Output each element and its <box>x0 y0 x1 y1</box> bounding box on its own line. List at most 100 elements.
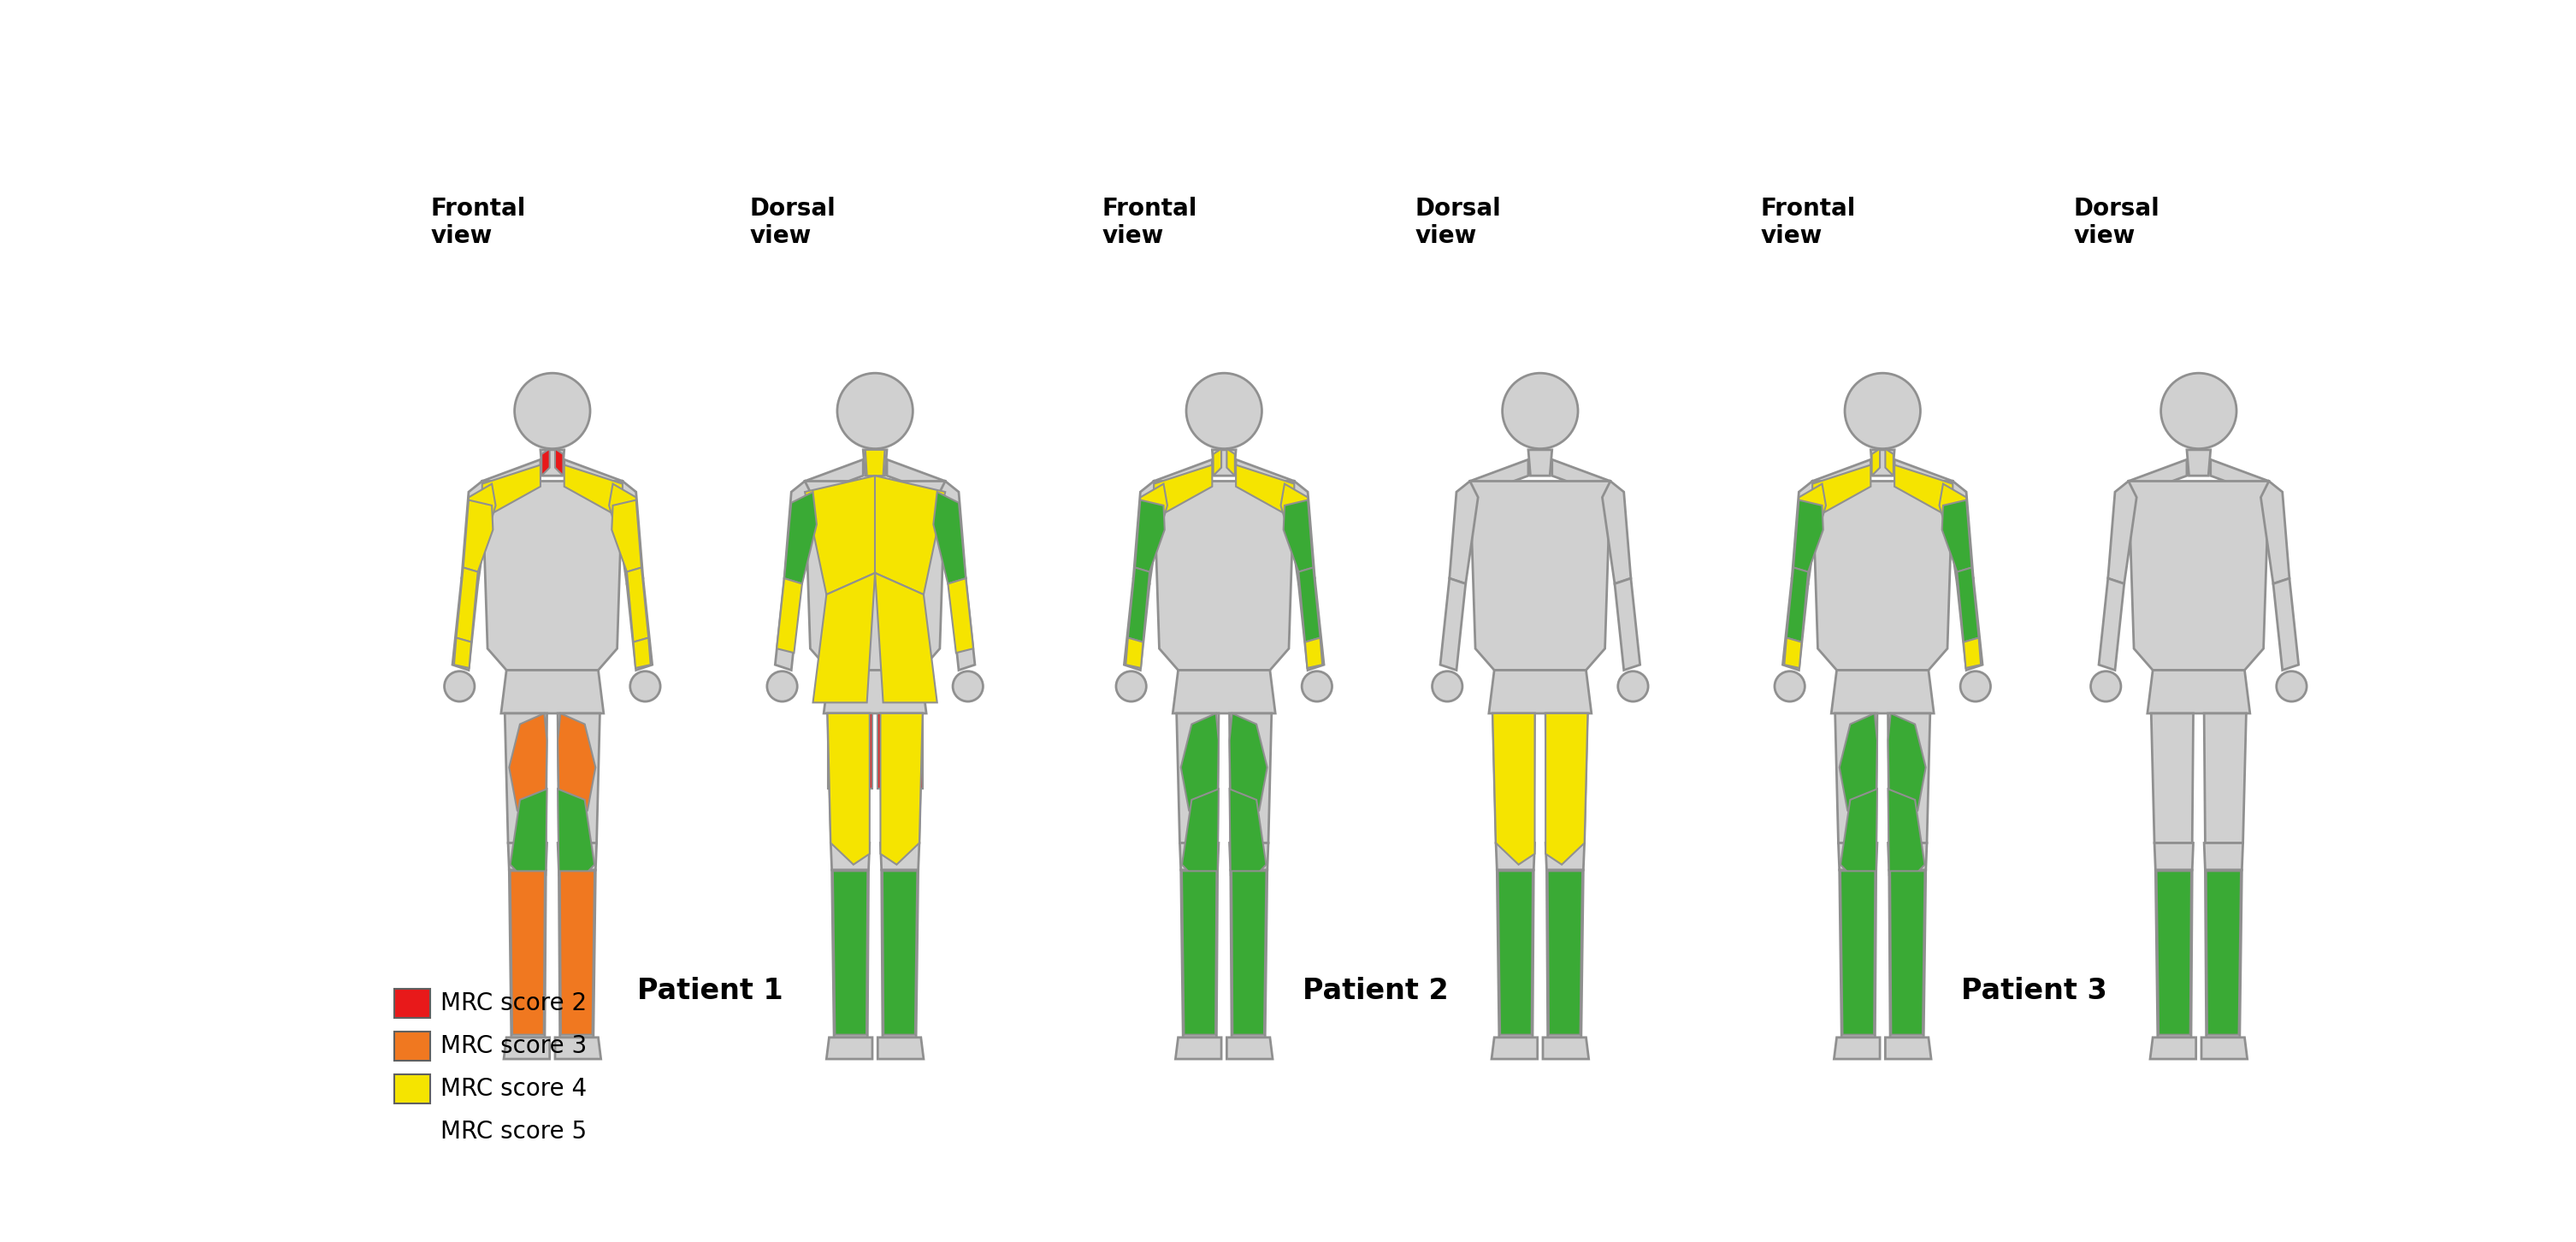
Polygon shape <box>1492 713 1535 864</box>
Polygon shape <box>1177 713 1218 843</box>
Polygon shape <box>1226 448 1234 476</box>
Polygon shape <box>1958 579 1984 671</box>
Polygon shape <box>510 869 546 1037</box>
Polygon shape <box>775 579 801 671</box>
Circle shape <box>2161 373 2236 448</box>
Polygon shape <box>933 492 966 584</box>
Polygon shape <box>1182 871 1216 1035</box>
Polygon shape <box>1154 465 1213 519</box>
Polygon shape <box>1306 637 1321 668</box>
FancyBboxPatch shape <box>394 1031 430 1061</box>
Polygon shape <box>1280 484 1311 530</box>
Polygon shape <box>2262 481 2290 584</box>
Polygon shape <box>1497 869 1533 1037</box>
Polygon shape <box>453 579 477 671</box>
Polygon shape <box>2151 713 2192 843</box>
Polygon shape <box>626 568 649 642</box>
Polygon shape <box>510 789 546 883</box>
FancyBboxPatch shape <box>394 989 430 1018</box>
Polygon shape <box>1136 501 1164 571</box>
Polygon shape <box>827 713 871 864</box>
Polygon shape <box>832 871 868 1035</box>
Polygon shape <box>2205 871 2241 1035</box>
Polygon shape <box>881 869 917 1037</box>
Polygon shape <box>1940 484 1968 530</box>
Polygon shape <box>1229 713 1273 843</box>
Polygon shape <box>2205 713 2246 843</box>
Polygon shape <box>804 481 945 671</box>
Polygon shape <box>2151 1037 2195 1059</box>
Polygon shape <box>948 579 974 653</box>
Polygon shape <box>2210 460 2269 497</box>
Polygon shape <box>1497 843 1535 869</box>
Polygon shape <box>1471 481 1610 671</box>
Polygon shape <box>1180 843 1218 869</box>
Polygon shape <box>559 869 595 1037</box>
Polygon shape <box>1471 460 1528 497</box>
Polygon shape <box>2156 871 2192 1035</box>
Circle shape <box>631 671 659 702</box>
Polygon shape <box>1492 1037 1538 1059</box>
Polygon shape <box>2202 1037 2246 1059</box>
Polygon shape <box>1229 789 1267 883</box>
Polygon shape <box>559 843 598 869</box>
Polygon shape <box>881 713 922 864</box>
Circle shape <box>1844 373 1919 448</box>
Polygon shape <box>832 869 868 1037</box>
Circle shape <box>837 373 912 448</box>
Polygon shape <box>1785 637 1801 668</box>
Polygon shape <box>1893 465 1953 519</box>
Polygon shape <box>2205 843 2244 869</box>
Circle shape <box>2277 671 2306 702</box>
Polygon shape <box>1298 579 1324 671</box>
Polygon shape <box>482 481 623 671</box>
Polygon shape <box>1788 568 1808 642</box>
Text: Patient 3: Patient 3 <box>1960 977 2107 1005</box>
Polygon shape <box>2187 450 2210 476</box>
Polygon shape <box>1795 484 1826 530</box>
Circle shape <box>1960 671 1991 702</box>
Polygon shape <box>1154 481 1293 671</box>
Polygon shape <box>2128 481 2269 671</box>
Polygon shape <box>505 1037 549 1059</box>
Polygon shape <box>1489 671 1592 713</box>
Text: Dorsal
view: Dorsal view <box>1414 196 1502 248</box>
Polygon shape <box>559 713 595 821</box>
Polygon shape <box>1945 481 1973 584</box>
Polygon shape <box>783 492 817 584</box>
Circle shape <box>1188 373 1262 448</box>
Polygon shape <box>1543 1037 1589 1059</box>
Polygon shape <box>881 843 920 869</box>
Polygon shape <box>559 789 595 883</box>
Polygon shape <box>608 484 639 530</box>
Circle shape <box>1775 671 1806 702</box>
Circle shape <box>515 373 590 448</box>
Polygon shape <box>1834 1037 1880 1059</box>
Polygon shape <box>778 579 801 653</box>
Polygon shape <box>1839 789 1878 883</box>
Circle shape <box>1618 671 1649 702</box>
Text: Dorsal
view: Dorsal view <box>750 196 837 248</box>
Text: Patient 2: Patient 2 <box>1303 977 1448 1005</box>
Circle shape <box>1432 671 1463 702</box>
Polygon shape <box>1793 501 1824 571</box>
Polygon shape <box>1551 460 1610 497</box>
Text: Frontal
view: Frontal view <box>1762 196 1857 248</box>
Polygon shape <box>554 1037 600 1059</box>
Polygon shape <box>1814 465 1870 519</box>
Polygon shape <box>1528 450 1551 476</box>
FancyBboxPatch shape <box>394 1117 430 1146</box>
Polygon shape <box>814 573 876 703</box>
Polygon shape <box>559 871 595 1035</box>
Polygon shape <box>824 671 927 713</box>
Polygon shape <box>804 460 863 497</box>
Polygon shape <box>1229 843 1267 869</box>
Polygon shape <box>2148 671 2249 713</box>
Polygon shape <box>1546 869 1584 1037</box>
Polygon shape <box>1814 481 1953 671</box>
Circle shape <box>2092 671 2120 702</box>
Polygon shape <box>564 465 623 519</box>
Polygon shape <box>1231 871 1267 1035</box>
Polygon shape <box>1963 637 1981 668</box>
Polygon shape <box>510 871 544 1035</box>
